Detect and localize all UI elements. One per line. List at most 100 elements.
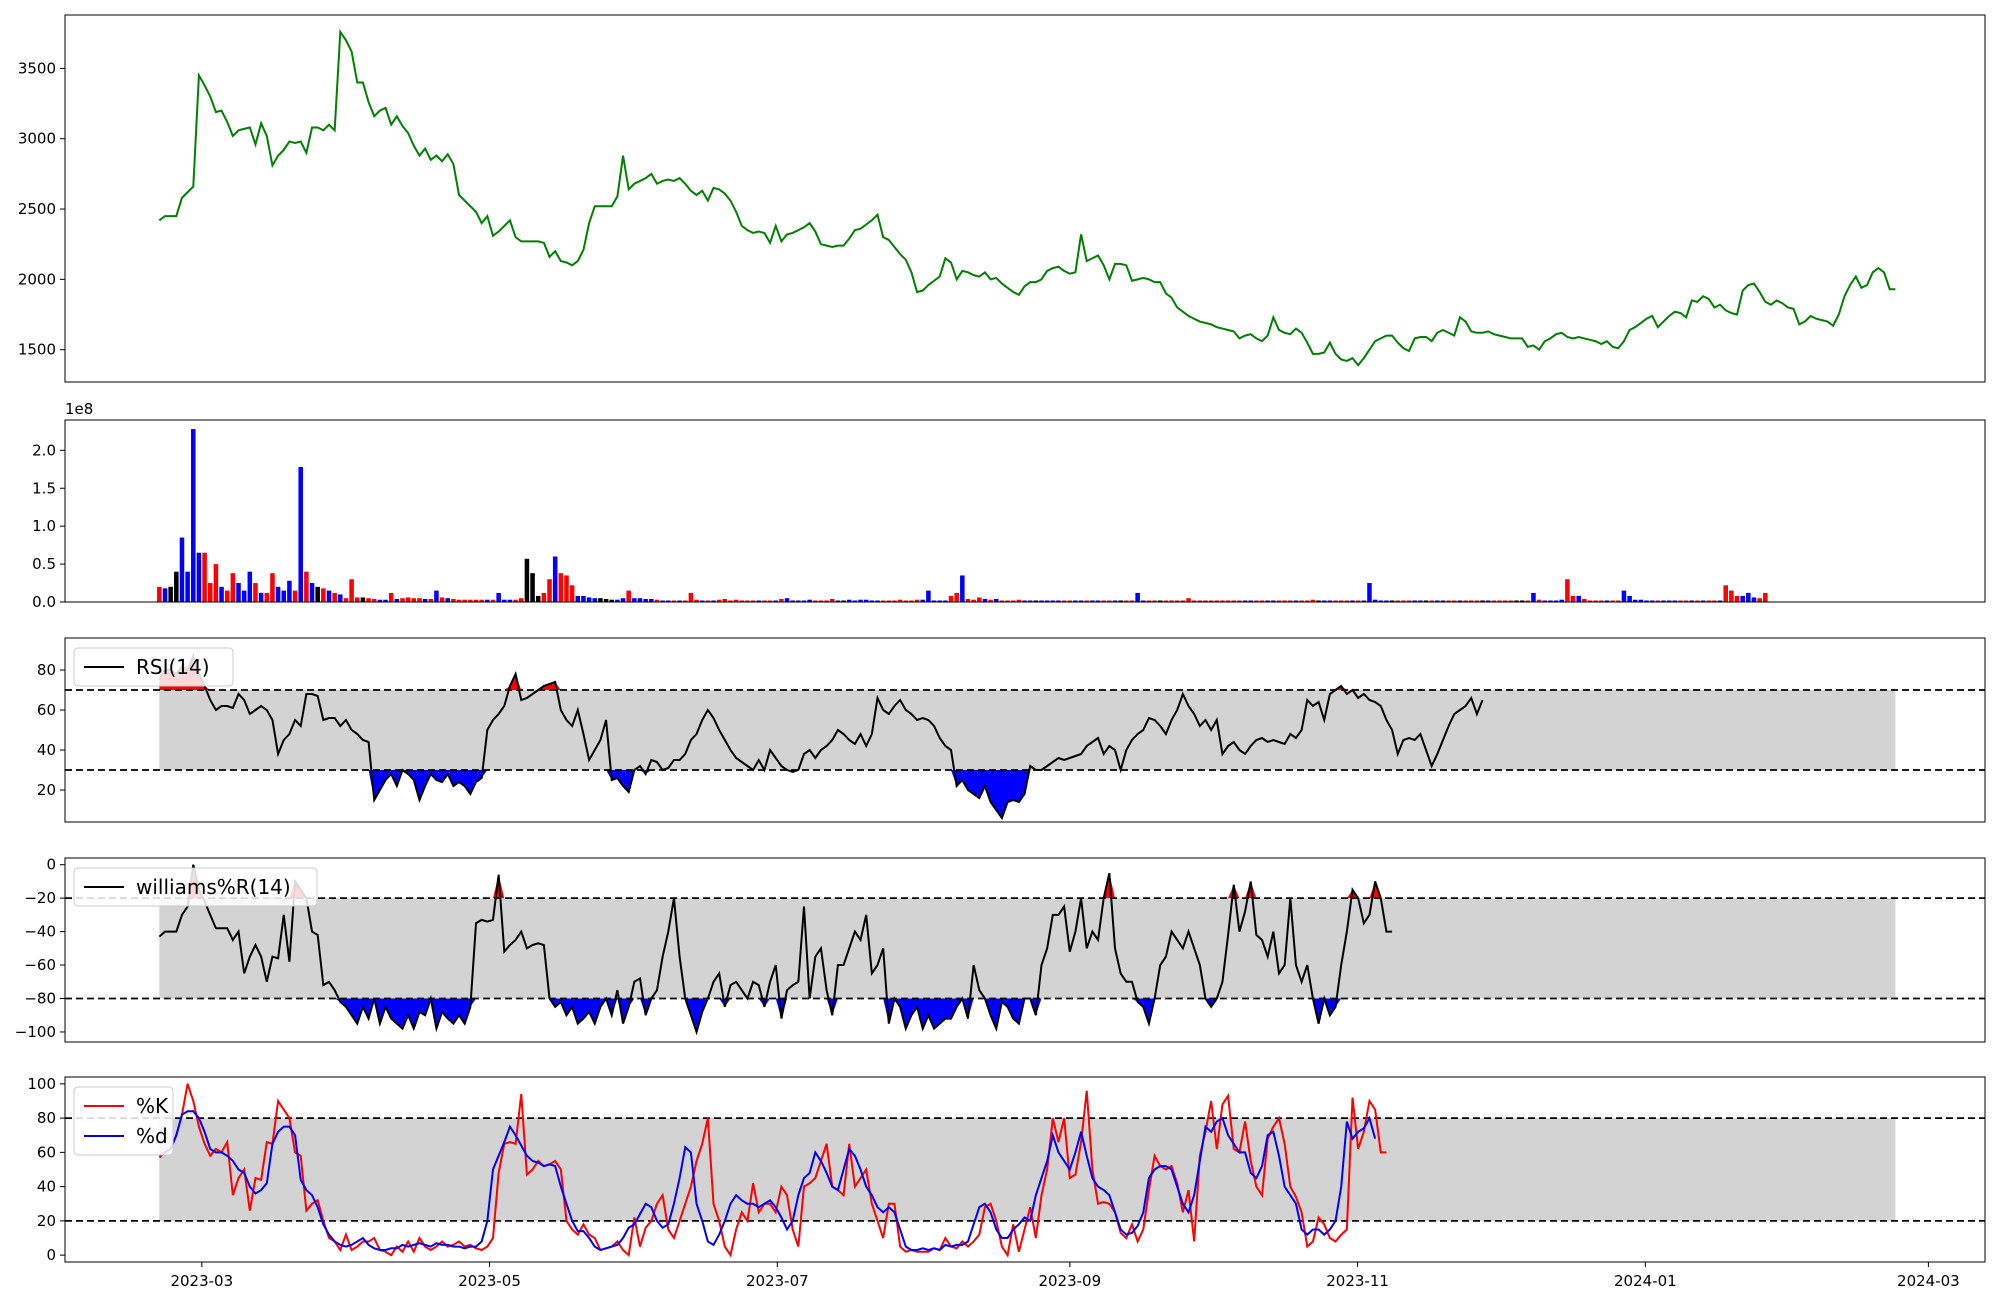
rsi-line <box>158 653 1484 821</box>
volume-bar <box>948 595 954 602</box>
volume-bar <box>1638 599 1644 602</box>
rsi-oversold-fill <box>159 770 1483 818</box>
volume-bar <box>745 600 750 602</box>
volume-bar <box>688 592 694 602</box>
stoch-ytick-label: 20 <box>37 1212 56 1230</box>
volume-bar <box>1576 595 1581 602</box>
volume-bar <box>253 583 258 602</box>
volume-bar <box>784 598 790 602</box>
volume-bar <box>1152 600 1157 602</box>
volume-bar <box>502 599 507 602</box>
rsi-ytick-label: 80 <box>37 661 56 679</box>
volume-bar <box>439 597 445 602</box>
volume-bar <box>196 552 202 602</box>
volume-bar <box>722 598 728 602</box>
volume-ytick-label: 0.0 <box>32 593 56 611</box>
volume-bar <box>298 467 303 602</box>
williams-overbought-fill <box>159 864 1393 899</box>
price-panel <box>64 14 1986 383</box>
volume-bar <box>682 600 688 602</box>
volume-bar <box>1395 600 1401 602</box>
volume-bar <box>1163 600 1169 602</box>
volume-bar <box>1531 592 1536 602</box>
volume-bar <box>1310 599 1316 602</box>
volume-bar <box>1401 600 1406 602</box>
volume-bar <box>1621 590 1627 602</box>
stoch-legend <box>73 1086 174 1156</box>
volume-bar <box>371 598 377 602</box>
volume-bar <box>1265 600 1270 602</box>
volume-bar <box>1423 600 1429 602</box>
volume-bar <box>1740 595 1745 602</box>
volume-bar <box>1090 600 1095 602</box>
rsi-ytick-label: 40 <box>37 741 56 759</box>
volume-bar <box>965 598 971 602</box>
volume-bar <box>569 585 575 602</box>
volume-bar <box>1124 600 1129 602</box>
volume-bar <box>1468 600 1474 602</box>
volume-bar <box>1005 600 1010 602</box>
williams-ytick-label: −100 <box>15 1023 56 1041</box>
volume-bar <box>1435 600 1440 602</box>
volume-bar <box>1565 579 1570 602</box>
volume-bar <box>1254 600 1259 602</box>
volume-ytick-label: 1.5 <box>32 479 56 497</box>
volume-bar <box>552 556 558 602</box>
price-line <box>158 28 1896 367</box>
williams-legend <box>73 867 318 907</box>
volume-bar <box>292 590 298 602</box>
volume-bar <box>1248 600 1253 602</box>
volume-bar <box>270 573 275 602</box>
volume-bar <box>213 564 219 602</box>
volume-bar <box>1095 600 1101 602</box>
volume-bar <box>863 599 869 602</box>
volume-panel <box>64 419 1986 603</box>
volume-bar <box>1271 600 1276 602</box>
volume-bar <box>1010 600 1016 602</box>
price-ytick-label: 2000 <box>18 270 56 288</box>
volume-bar <box>304 571 309 602</box>
volume-bar <box>937 600 942 602</box>
volume-bar <box>1582 598 1587 602</box>
volume-bar <box>1689 600 1695 602</box>
volume-bar <box>586 597 592 602</box>
volume-bar <box>1542 600 1548 602</box>
volume-bar <box>309 583 315 602</box>
volume-bar <box>1457 600 1463 602</box>
volume-bar <box>1276 600 1282 602</box>
volume-bar <box>733 599 739 602</box>
volume-bar <box>1169 600 1174 602</box>
volume-bar <box>977 597 982 602</box>
volume-bar <box>157 586 162 602</box>
volume-bar <box>422 598 428 602</box>
volume-bar <box>615 599 620 602</box>
volume-bar <box>728 600 733 602</box>
volume-bar <box>1203 600 1208 602</box>
volume-bar <box>1186 598 1191 602</box>
volume-bar <box>258 592 264 602</box>
volume-bar <box>779 598 784 602</box>
x-tick-label: 2023-07 <box>746 1272 809 1290</box>
volume-bar <box>1231 600 1237 602</box>
volume-bar <box>818 600 824 602</box>
volume-bar <box>315 586 320 602</box>
volume-bar <box>999 600 1005 602</box>
volume-bar <box>931 600 937 602</box>
volume-bar <box>982 598 988 602</box>
stoch-ytick-label: 100 <box>27 1075 56 1093</box>
volume-bar <box>1474 600 1480 602</box>
stoch-ytick-label: 80 <box>37 1109 56 1127</box>
volume-bar <box>1299 600 1304 602</box>
stoch-legend-label: %d <box>136 1124 168 1148</box>
volume-bar <box>490 599 496 602</box>
volume-bar <box>892 600 897 602</box>
volume-bar <box>1174 600 1180 602</box>
volume-bar <box>1480 600 1485 602</box>
volume-bar <box>1361 600 1367 602</box>
volume-bar <box>711 600 716 602</box>
volume-bar <box>241 590 247 602</box>
volume-bar <box>773 600 778 602</box>
volume-bar <box>168 586 173 602</box>
x-tick-label: 2023-03 <box>170 1272 233 1290</box>
volume-bar <box>897 599 903 602</box>
